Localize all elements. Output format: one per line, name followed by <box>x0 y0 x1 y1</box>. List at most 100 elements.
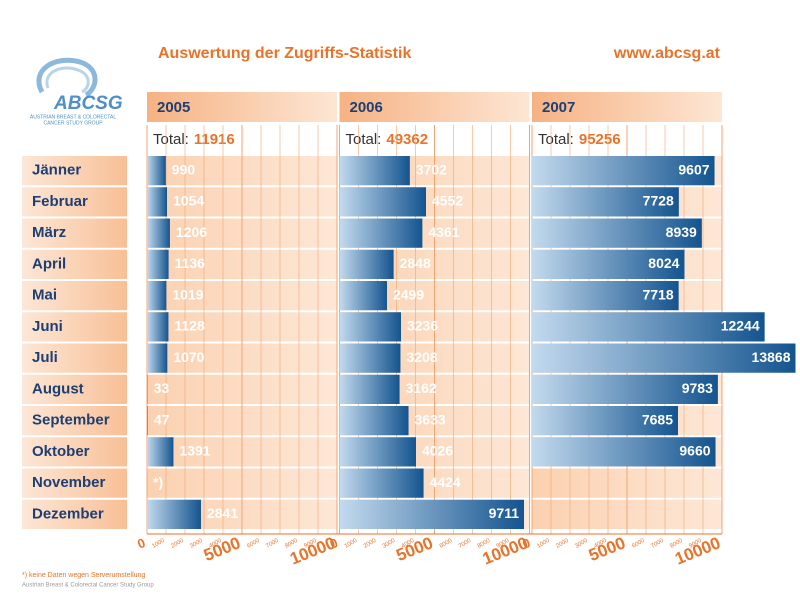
row-label-bg <box>22 437 127 467</box>
data-label: 9783 <box>682 380 713 396</box>
y-tick-label: Juni <box>32 318 63 335</box>
legend-label: 2007 <box>542 99 575 116</box>
y-tick-label: April <box>32 255 66 272</box>
total-value: 95256 <box>579 131 621 148</box>
data-label: 1128 <box>174 318 205 334</box>
x-tick-label: 5000 <box>201 533 243 565</box>
y-tick-label: März <box>32 224 66 241</box>
y-tick-label: August <box>32 380 84 397</box>
y-tick-label: Juli <box>32 349 58 366</box>
x-tick-label: 2000 <box>555 538 570 550</box>
total-value: 11916 <box>194 131 235 148</box>
data-label: 47 <box>154 411 170 427</box>
x-tick-label: 1000 <box>151 538 166 550</box>
total-label: Total: <box>538 131 574 148</box>
y-tick-label: Februar <box>32 193 88 210</box>
y-tick-label: Jänner <box>32 162 81 179</box>
bar <box>339 218 423 248</box>
row-label-bg <box>22 343 127 373</box>
bar <box>147 156 166 186</box>
data-label: 1054 <box>173 193 204 209</box>
x-tick-label: 7000 <box>265 538 280 550</box>
x-tick-label: 7000 <box>650 538 665 550</box>
x-tick-label: 6000 <box>439 538 454 550</box>
y-tick-label: September <box>32 412 110 429</box>
bar <box>339 437 416 467</box>
bar <box>147 343 168 373</box>
bar <box>147 406 148 436</box>
data-label: 2841 <box>207 505 238 521</box>
bar <box>339 312 401 342</box>
data-label: 4552 <box>432 193 463 209</box>
footer: Austrian Breast & Colorectal Cancer Stud… <box>22 583 154 589</box>
data-label: 9660 <box>679 443 710 459</box>
x-tick-label: 1000 <box>344 538 359 550</box>
x-tick-label: 2000 <box>363 538 378 550</box>
data-label: 3162 <box>406 380 437 396</box>
data-label: 3633 <box>415 411 446 427</box>
x-tick-label: 0 <box>135 535 147 552</box>
data-label: 7685 <box>642 411 673 427</box>
year-header <box>147 92 337 122</box>
bar <box>532 343 796 373</box>
bar <box>339 249 394 279</box>
bar <box>532 437 716 467</box>
data-label: 1019 <box>172 286 203 302</box>
total-label: Total: <box>153 131 189 148</box>
bar <box>339 343 401 373</box>
data-label: 4424 <box>430 474 461 490</box>
total: Total: 11916 <box>153 131 235 148</box>
row-label-bg <box>22 218 127 248</box>
bar <box>339 406 409 436</box>
y-tick-label: Mai <box>32 287 57 304</box>
logo-subtitle: AUSTRIAN BREAST & COLORECTAL <box>30 114 116 120</box>
year-header <box>532 92 722 122</box>
bar <box>532 249 685 279</box>
website: www.abcsg.at <box>613 45 721 62</box>
bar <box>532 281 679 311</box>
data-label: 1206 <box>176 224 207 240</box>
data-label: 9711 <box>489 505 520 521</box>
data-label: 12244 <box>721 318 760 334</box>
data-label: 2848 <box>400 255 431 271</box>
data-label: 3702 <box>416 161 447 177</box>
bar <box>147 312 169 342</box>
x-tick-label: 6000 <box>631 538 646 550</box>
bar <box>339 499 525 529</box>
data-label: 2499 <box>393 286 424 302</box>
bar <box>147 218 170 248</box>
row-label-bg <box>22 468 127 498</box>
row-label-bg <box>22 312 127 342</box>
x-tick-label: 7000 <box>458 538 473 550</box>
bar <box>147 374 148 404</box>
logo: ABCSG AUSTRIAN BREAST & COLORECTAL CANCE… <box>30 57 123 126</box>
total-value: 49362 <box>386 131 428 148</box>
y-tick-label: Oktober <box>32 443 90 460</box>
x-tick-label: 5000 <box>393 533 435 565</box>
total-label: Total: <box>346 131 382 148</box>
data-label: 4026 <box>422 443 453 459</box>
x-tick-label: 2000 <box>170 538 185 550</box>
data-label: 4361 <box>428 224 459 240</box>
bar <box>147 249 169 279</box>
row-label-bg <box>22 374 127 404</box>
footnote: *) keine Daten wegen Serverumstellung <box>22 572 145 579</box>
data-label: 9607 <box>678 161 709 177</box>
bar <box>532 406 679 436</box>
data-label: 13868 <box>752 349 791 365</box>
row-label-bg <box>22 406 127 436</box>
bar <box>532 156 715 186</box>
bar <box>339 187 426 217</box>
row-label-bg <box>22 281 127 311</box>
logo-text: ABCSG <box>53 93 123 114</box>
row-label-bg <box>22 156 127 186</box>
bar <box>147 281 167 311</box>
bar <box>339 374 400 404</box>
data-label: 3236 <box>407 318 438 334</box>
row-label-bg <box>22 249 127 279</box>
chart-title: Auswertung der Zugriffs-Statistik <box>158 45 411 62</box>
data-label: *) <box>153 474 163 490</box>
bar <box>532 312 765 342</box>
y-tick-label: Dezember <box>32 505 104 522</box>
